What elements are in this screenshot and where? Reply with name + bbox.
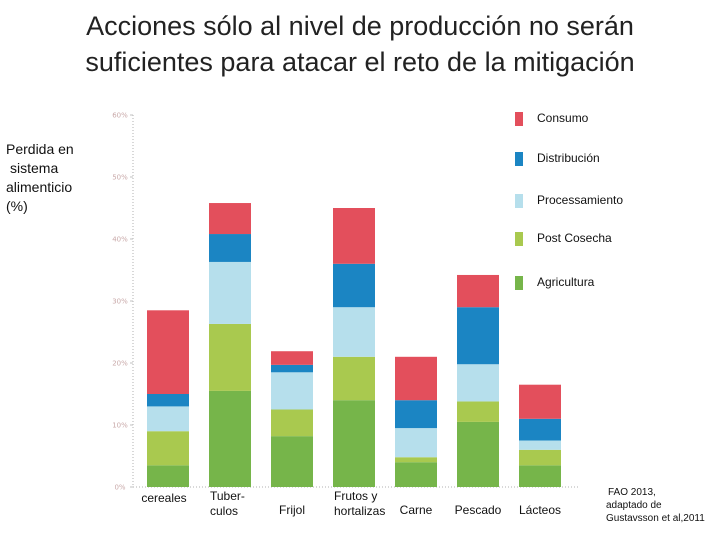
bar-segment-post-cosecha <box>147 431 189 466</box>
chart-legend: Consumo Distribución Processamiento Post Co… <box>515 111 623 290</box>
bar-segment-consumo <box>519 384 561 419</box>
bar-segment-distribuci-n <box>147 394 189 407</box>
chart-title: Acciones sólo al nivel de producción no … <box>0 8 720 80</box>
bar-segment-post-cosecha <box>209 323 251 391</box>
y-tick-label: 60% <box>112 112 128 120</box>
bar-segment-processamiento <box>209 261 251 324</box>
y-tick-label: 50% <box>112 174 128 182</box>
bar-segment-agricultura <box>333 400 375 487</box>
bar-segment-distribuci-n <box>333 263 375 308</box>
source-line-1: FAO 2013, <box>608 487 656 498</box>
bar-segment-distribuci-n <box>209 234 251 262</box>
bar-segment-processamiento <box>333 307 375 357</box>
bar-segment-post-cosecha <box>457 401 499 422</box>
category-label: Frutos y <box>334 489 377 503</box>
category-labels: cereales Tuber-culos Frijol Frutos yhortali… <box>141 489 561 518</box>
y-axis-label-line-4: (%) <box>6 198 28 214</box>
bar-segment-consumo <box>333 208 375 264</box>
bar-segment-post-cosecha <box>271 409 313 437</box>
y-axis-label: Perdida en sistema alimenticio (%) <box>6 140 74 216</box>
y-tick-label: 30% <box>112 298 128 306</box>
category-label: Frijol <box>279 503 305 517</box>
bar-segment-distribuci-n <box>519 418 561 441</box>
bar-segment-distribuci-n <box>457 307 499 365</box>
legend-swatch <box>515 112 523 126</box>
bar-segment-agricultura <box>457 421 499 487</box>
source-line-2: adaptado de <box>606 500 662 511</box>
bar-segment-processamiento <box>271 372 313 410</box>
chart-title-line-1: Acciones sólo al nivel de producción no … <box>86 11 634 41</box>
bar-segment-post-cosecha <box>395 457 437 463</box>
bar-segment-processamiento <box>147 406 189 432</box>
bar-segment-agricultura <box>395 462 437 487</box>
source-note: FAO 2013, adaptado de Gustavsson et al,2… <box>606 486 705 525</box>
legend-swatch <box>515 276 523 290</box>
bar-segment-consumo <box>147 310 189 394</box>
bar-segment-processamiento <box>519 440 561 450</box>
category-label: Carne <box>400 503 433 517</box>
category-label: hortalizas <box>334 504 385 518</box>
y-tick-label: 0% <box>114 484 125 492</box>
category-label: cereales <box>141 491 186 505</box>
y-axis-label-line-2: sistema <box>10 160 59 176</box>
bar-segment-processamiento <box>457 364 499 402</box>
legend-label: Agricultura <box>537 275 595 289</box>
bar-segment-processamiento <box>395 428 437 458</box>
bar-segment-distribuci-n <box>271 364 313 373</box>
bar-segment-consumo <box>209 203 251 235</box>
bar-segment-consumo <box>457 274 499 308</box>
legend-label: Processamiento <box>537 193 623 207</box>
chart-bars <box>147 203 561 487</box>
category-label: Pescado <box>455 503 502 517</box>
legend-swatch <box>515 152 523 166</box>
bar-segment-consumo <box>395 356 437 401</box>
y-axis-label-line-1: Perdida en <box>6 141 74 157</box>
legend-swatch <box>515 194 523 208</box>
category-label: Tuber- <box>210 489 245 503</box>
legend-swatch <box>515 232 523 246</box>
bar-segment-consumo <box>271 351 313 365</box>
bar-segment-agricultura <box>147 465 189 487</box>
bar-segment-agricultura <box>209 390 251 487</box>
y-tick-label: 10% <box>112 422 128 430</box>
chart-title-line-2: suficientes para atacar el reto de la mi… <box>85 47 635 77</box>
y-axis-label-line-3: alimenticio <box>6 179 73 195</box>
legend-label: Distribución <box>537 151 600 165</box>
bar-segment-post-cosecha <box>519 449 561 466</box>
source-line-3: Gustavsson et al,2011 <box>606 513 705 524</box>
y-tick-label: 20% <box>112 360 128 368</box>
legend-label: Post Cosecha <box>537 231 612 245</box>
y-tick-label: 40% <box>112 236 128 244</box>
bar-segment-agricultura <box>271 436 313 487</box>
legend-label: Consumo <box>537 111 589 125</box>
bar-segment-post-cosecha <box>333 356 375 401</box>
bar-segment-distribuci-n <box>395 400 437 429</box>
chart-axes: 0% 10% 20% 30% 40% 50% 60% <box>112 112 580 492</box>
bar-segment-agricultura <box>519 465 561 487</box>
category-label: Lácteos <box>519 503 561 517</box>
category-label: culos <box>210 504 238 518</box>
